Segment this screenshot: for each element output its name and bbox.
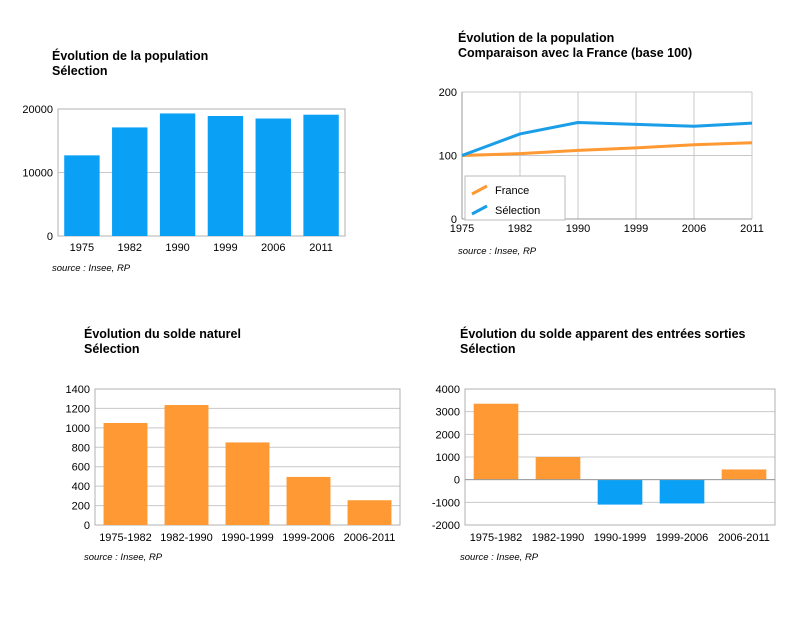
plot-frame	[464, 388, 776, 526]
x-tick-label: 1975-1982	[99, 532, 152, 544]
y-tick-label: 800	[72, 442, 90, 454]
y-tick-label: 200	[72, 501, 90, 513]
y-tick-label: 0	[451, 214, 457, 226]
bar	[159, 113, 196, 236]
x-tick-label: 2011	[740, 223, 764, 235]
y-tick-label: -1000	[432, 497, 460, 509]
bar	[286, 476, 331, 525]
legend-label: Sélection	[495, 205, 540, 217]
chart2-title: Évolution de la population Comparaison a…	[458, 31, 692, 61]
bar	[103, 423, 148, 525]
population-bar-chart: 0 10000 20000 1975 1982 1990 1999 2006 2011	[22, 104, 346, 254]
chart3-subtitle: Sélection	[84, 342, 140, 356]
series-line-france	[461, 141, 753, 157]
bar	[255, 118, 291, 236]
x-tick-label: 1975	[450, 223, 474, 235]
y-tick-label: 1200	[66, 403, 90, 415]
migration-balance-bar-chart: -2000 -1000 0 1000 2000 3000 4000 1975-1982 1982…	[432, 384, 776, 544]
x-tick-label: 2006-2011	[718, 532, 770, 544]
bar	[535, 457, 581, 480]
natural-balance-bar-chart: 0 200 400 600 800 1000 1200 1400 1975-1982 1982-1…	[66, 384, 401, 544]
bar	[112, 127, 148, 236]
y-tick-label: 20000	[22, 104, 53, 116]
chart4-source: source : Insee, RP	[460, 552, 539, 563]
bar	[659, 479, 705, 504]
x-tick-label: 2011	[309, 242, 333, 254]
x-tick-label: 1982-1990	[532, 532, 585, 544]
chart1-title: Évolution de la population Sélection	[52, 49, 208, 79]
chart3-title: Évolution du solde naturel Sélection	[84, 327, 241, 357]
y-tick-label: 0	[454, 475, 460, 487]
x-tick-label: 2006	[261, 242, 285, 254]
bar	[597, 479, 643, 505]
chart2-source: source : Insee, RP	[458, 246, 537, 257]
x-tick-label: 1990	[566, 223, 590, 235]
bar	[64, 155, 100, 236]
y-tick-label: 400	[72, 481, 90, 493]
bar	[721, 469, 767, 480]
x-tick-label: 1990-1999	[221, 532, 274, 544]
chart3-title-line1: Évolution du solde naturel	[84, 327, 241, 341]
bar	[303, 114, 339, 236]
chart2-subtitle: Comparaison avec la France (base 100)	[458, 46, 693, 60]
y-tick-label: 1000	[436, 452, 460, 464]
y-tick-label: 0	[47, 231, 53, 243]
x-tick-label: 1982	[118, 242, 142, 254]
x-tick-label: 1982-1990	[160, 532, 213, 544]
chart4-title: Évolution du solde apparent des entrées …	[460, 327, 746, 357]
x-tick-label: 1999-2006	[282, 532, 335, 544]
y-tick-label: 10000	[22, 168, 53, 180]
legend-box	[464, 175, 566, 221]
x-tick-label: 1999	[624, 223, 648, 235]
x-tick-label: 1999	[213, 242, 237, 254]
x-tick-label: 1982	[508, 223, 532, 235]
chart4-subtitle: Sélection	[460, 342, 516, 356]
chart4-title-line1: Évolution du solde apparent des entrées …	[460, 327, 746, 341]
y-tick-label: 1400	[66, 384, 90, 396]
y-tick-label: 1000	[66, 423, 90, 435]
y-tick-label: 0	[84, 520, 90, 532]
legend-swatch	[471, 204, 488, 216]
x-tick-label: 1999-2006	[656, 532, 709, 544]
legend-swatch	[471, 184, 488, 196]
y-tick-label: 100	[439, 151, 457, 163]
y-tick-label: -2000	[432, 520, 460, 532]
x-tick-label: 1990	[165, 242, 189, 254]
y-tick-label: 4000	[436, 384, 460, 396]
x-tick-label: 2006-2011	[344, 532, 396, 544]
bar	[207, 115, 244, 236]
plot-frame	[57, 108, 346, 237]
population-index-line-chart: 0 100 200 1975 1982 1990 1999 2006 2011 France Sél…	[439, 87, 764, 235]
x-tick-label: 1990-1999	[594, 532, 647, 544]
bar	[164, 405, 209, 525]
x-tick-label: 2006	[682, 223, 706, 235]
chart1-title-line1: Évolution de la population	[52, 49, 209, 63]
bar	[473, 403, 519, 480]
series-line-sélection	[461, 120, 753, 157]
bar	[347, 500, 392, 525]
y-tick-label: 2000	[436, 429, 460, 441]
bar	[225, 442, 270, 525]
chart1-subtitle: Sélection	[52, 64, 108, 78]
x-tick-label: 1975	[70, 242, 94, 254]
y-tick-label: 200	[439, 87, 457, 99]
chart2-title-line1: Évolution de la population	[458, 31, 615, 45]
chart3-source: source : Insee, RP	[84, 552, 163, 563]
y-tick-label: 3000	[436, 407, 460, 419]
legend-label: France	[495, 185, 529, 197]
x-tick-label: 1975-1982	[470, 532, 523, 544]
chart1-source: source : Insee, RP	[52, 263, 131, 274]
y-tick-label: 600	[72, 462, 90, 474]
